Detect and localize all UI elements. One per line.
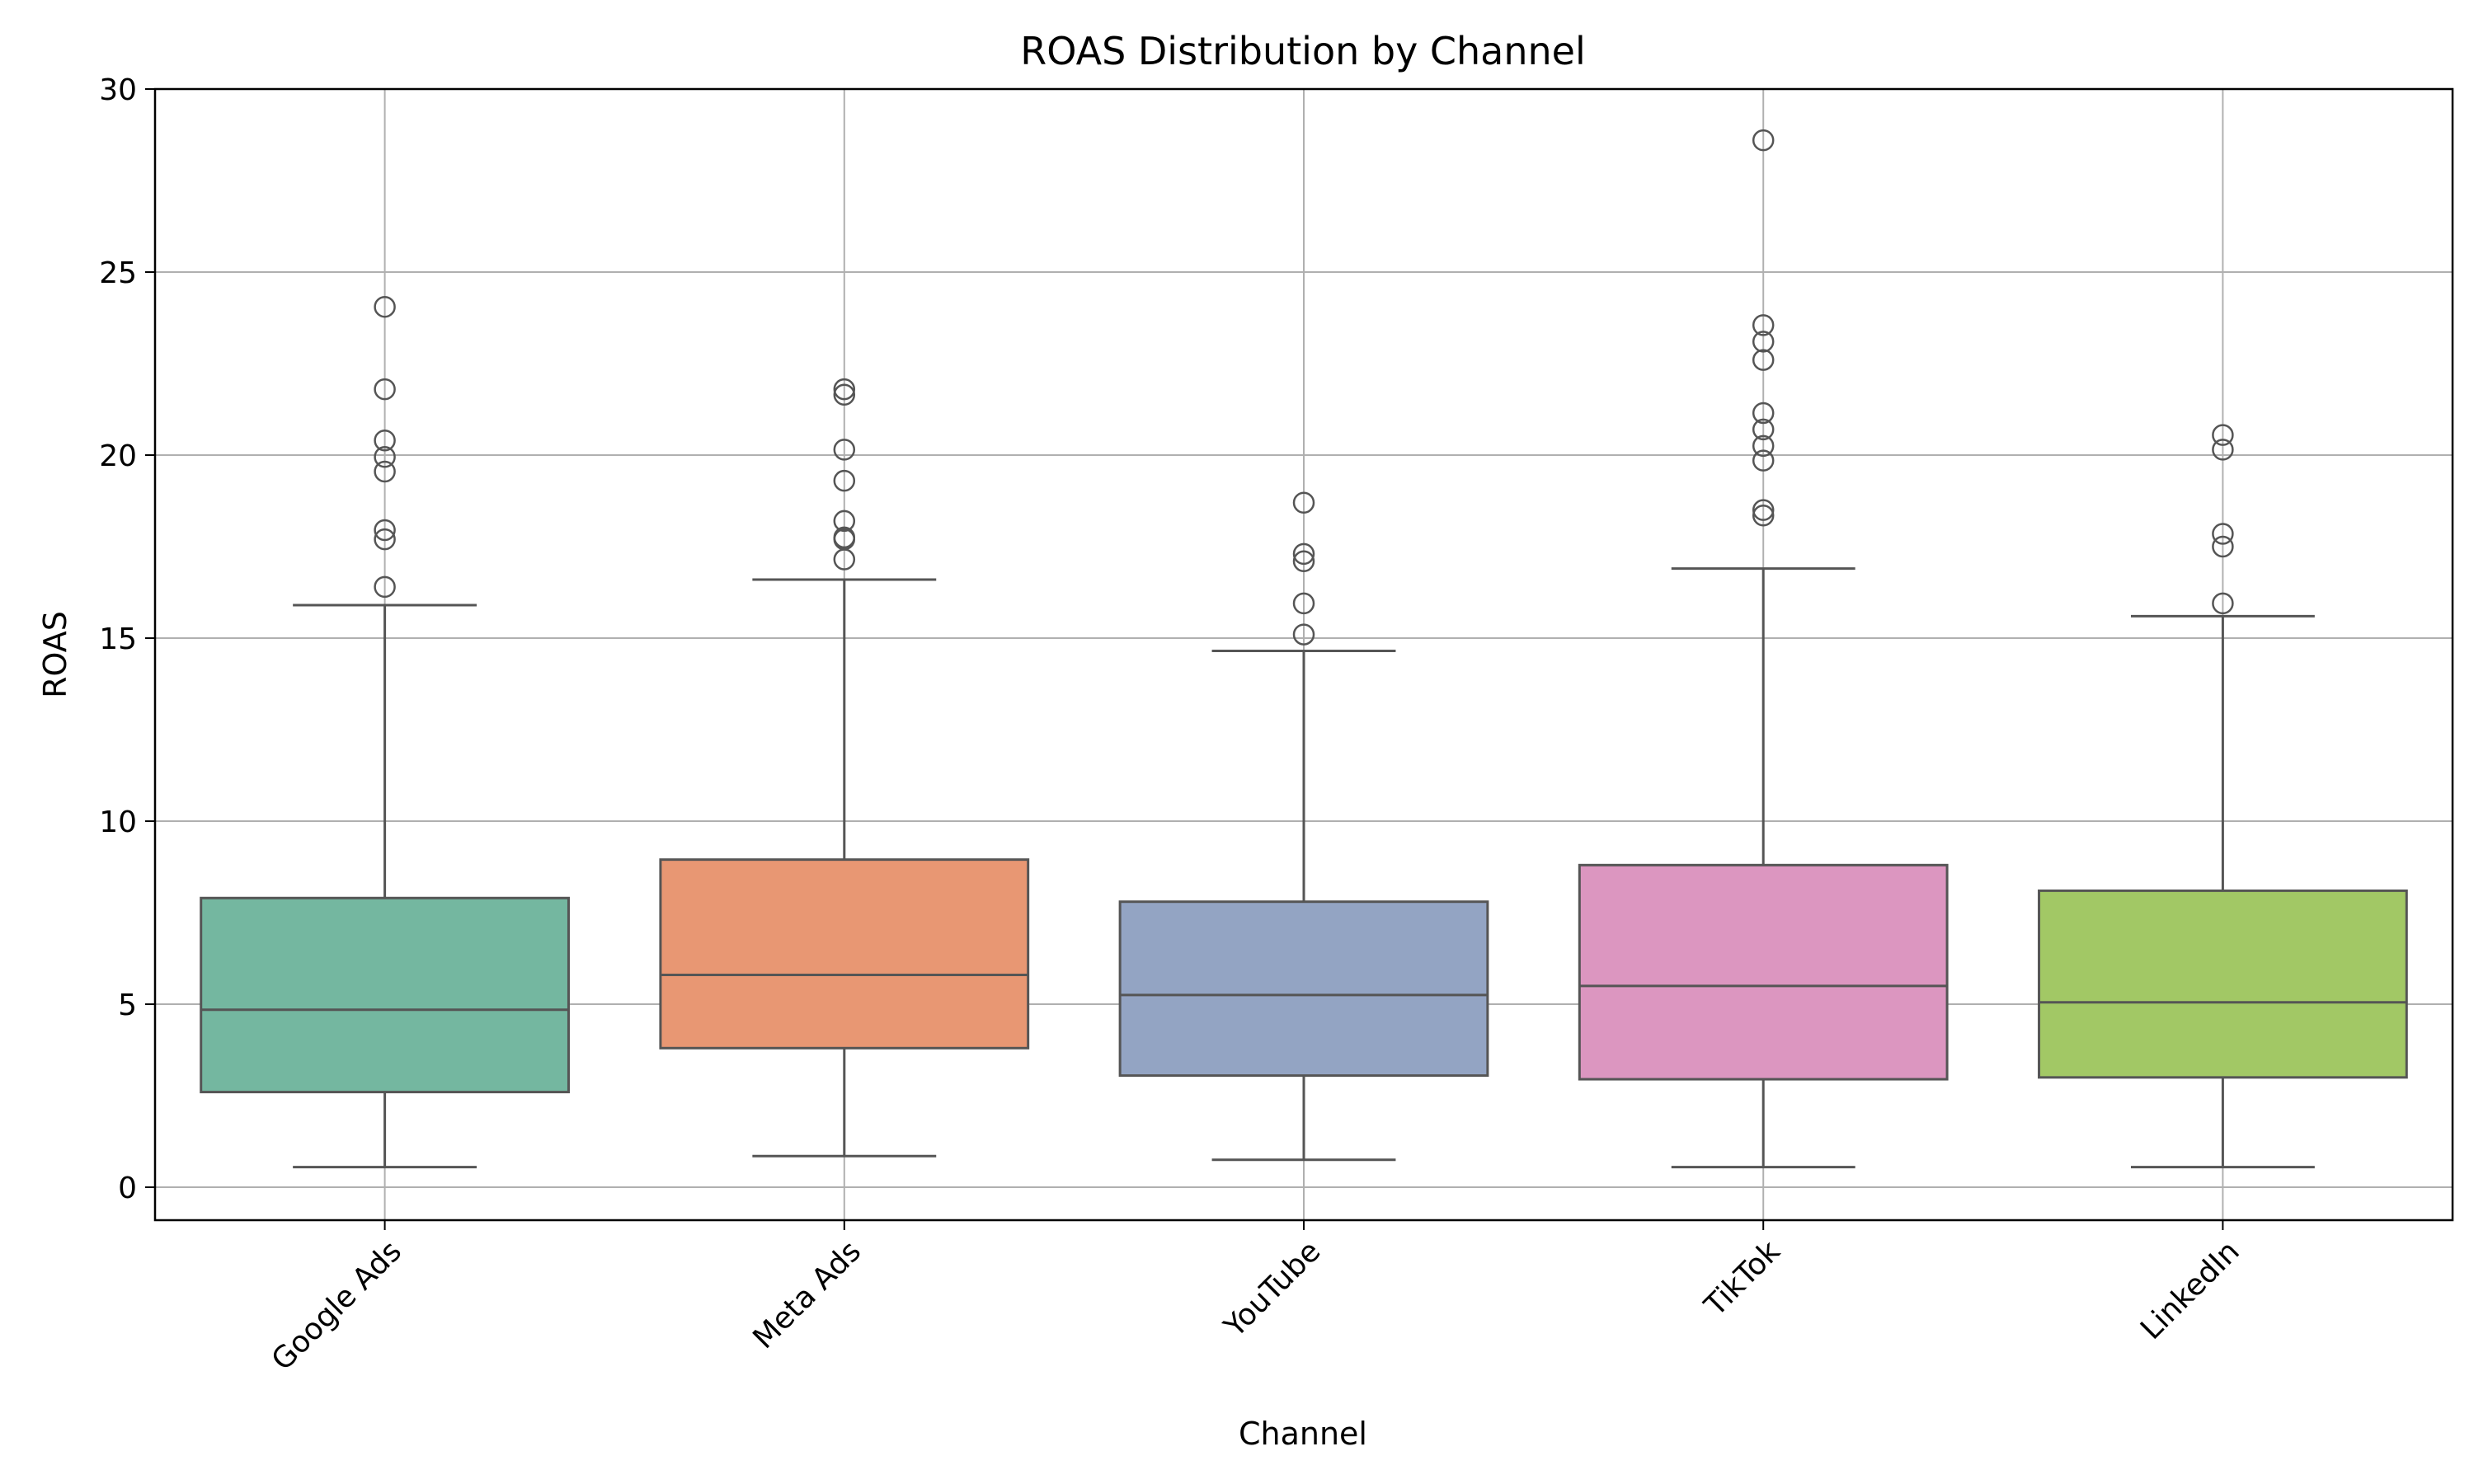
- y-tick-label: 15: [99, 622, 137, 656]
- box-group-google-ads: [200, 295, 570, 1169]
- outlier-point: [374, 378, 396, 401]
- outlier-point: [1752, 129, 1775, 152]
- outlier-point: [374, 460, 396, 483]
- x-tick-label: Meta Ads: [746, 1234, 868, 1355]
- y-axis-ticks: 0 5 10 15 20 25 30: [99, 73, 155, 1205]
- outlier-point: [374, 528, 396, 551]
- outlier-point: [833, 526, 856, 549]
- iqr-box: [200, 896, 570, 1094]
- y-axis-label: ROAS: [37, 611, 73, 698]
- outlier-point: [1752, 331, 1775, 353]
- box-group-linkedin: [2038, 424, 2408, 1169]
- outlier-point: [1752, 314, 1775, 336]
- outlier-point: [1292, 592, 1315, 615]
- chart-title: ROAS Distribution by Channel: [1020, 29, 1586, 73]
- outlier-point: [1292, 542, 1315, 566]
- outlier-point: [1292, 550, 1315, 573]
- outlier-point: [1292, 623, 1315, 646]
- x-tick-label: LinkedIn: [2134, 1234, 2246, 1346]
- y-tick-label: 10: [99, 805, 137, 839]
- x-axis-ticks: Google Ads Meta Ads YouTube TikTok LinkedIn: [266, 1220, 2246, 1378]
- y-tick-label: 0: [118, 1172, 137, 1205]
- x-tick-label: TikTok: [1698, 1234, 1787, 1323]
- outlier-point: [833, 383, 856, 406]
- outlier-point: [833, 469, 856, 492]
- outlier-point: [1752, 449, 1775, 472]
- iqr-box: [659, 858, 1030, 1050]
- x-axis-label: Channel: [1239, 1416, 1367, 1452]
- y-tick-label: 5: [118, 989, 137, 1022]
- outlier-point: [2212, 523, 2234, 545]
- box-series: [200, 129, 2408, 1169]
- y-tick-label: 25: [99, 256, 137, 290]
- outlier-point: [374, 430, 396, 452]
- outlier-point: [1752, 349, 1775, 371]
- outlier-point: [833, 439, 856, 461]
- outlier-point: [374, 575, 396, 599]
- outlier-point: [1752, 505, 1775, 527]
- outlier-point: [833, 378, 856, 401]
- iqr-box: [1578, 863, 1949, 1081]
- outlier-point: [2212, 592, 2234, 615]
- outlier-point: [833, 510, 856, 533]
- outlier-point: [1292, 491, 1315, 514]
- outlier-point: [1752, 499, 1775, 521]
- iqr-box: [2038, 889, 2408, 1079]
- outlier-point: [374, 519, 396, 542]
- box-group-tiktok: [1578, 129, 1949, 1169]
- iqr-box: [1118, 900, 1489, 1078]
- outlier-point: [374, 295, 396, 318]
- outlier-point: [2212, 439, 2234, 461]
- outlier-point: [1752, 402, 1775, 425]
- outlier-point: [2212, 535, 2234, 558]
- outlier-point: [2212, 424, 2234, 446]
- y-tick-label: 30: [99, 73, 137, 107]
- outlier-point: [1752, 418, 1775, 441]
- outlier-point: [374, 445, 396, 468]
- x-tick-label: Google Ads: [266, 1234, 408, 1377]
- box-group-meta-ads: [659, 378, 1030, 1158]
- y-tick-label: 20: [99, 439, 137, 473]
- x-tick-label: YouTube: [1217, 1234, 1327, 1344]
- outlier-point: [1752, 434, 1775, 458]
- box-group-youtube: [1118, 491, 1489, 1162]
